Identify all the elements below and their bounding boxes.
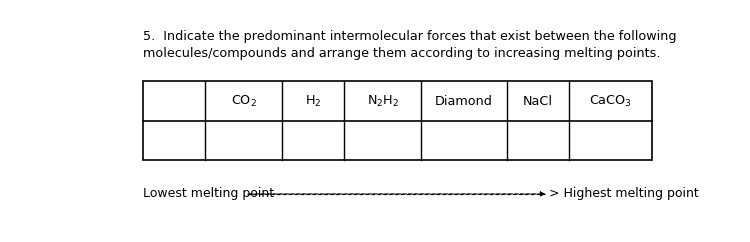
Text: H$_2$: H$_2$: [305, 93, 322, 109]
Text: Lowest melting point: Lowest melting point: [143, 188, 274, 200]
Text: CaCO$_3$: CaCO$_3$: [589, 93, 632, 109]
Text: Diamond: Diamond: [435, 95, 493, 107]
Text: NaCl: NaCl: [523, 95, 553, 107]
Text: CO$_2$: CO$_2$: [231, 93, 256, 109]
Text: N$_2$H$_2$: N$_2$H$_2$: [367, 93, 399, 109]
Text: 5.  Indicate the predominant intermolecular forces that exist between the follow: 5. Indicate the predominant intermolecul…: [143, 30, 677, 60]
Text: > Highest melting point: > Highest melting point: [550, 188, 699, 200]
